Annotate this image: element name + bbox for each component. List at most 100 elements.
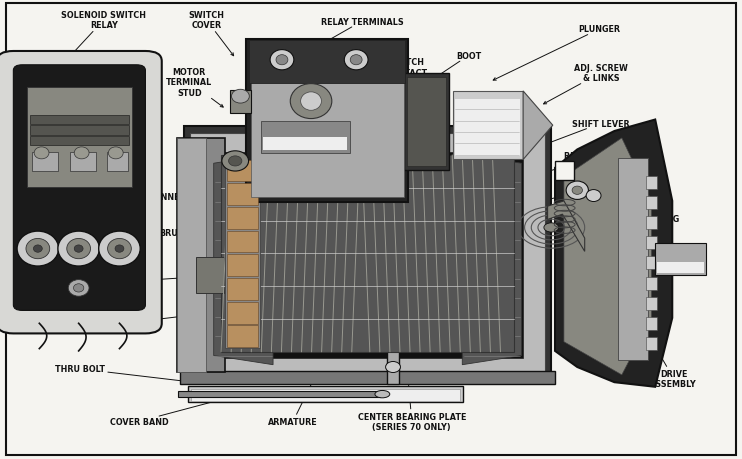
Bar	[177, 139, 206, 372]
Text: SHIFT LEVER: SHIFT LEVER	[544, 119, 630, 146]
Bar	[407, 78, 446, 167]
Text: BATTERY
TERMINAL
STUD: BATTERY TERMINAL STUD	[18, 197, 64, 249]
Bar	[221, 156, 514, 352]
Bar	[246, 40, 408, 203]
Ellipse shape	[350, 56, 362, 66]
Ellipse shape	[301, 93, 321, 111]
Ellipse shape	[108, 239, 131, 259]
Polygon shape	[548, 202, 585, 252]
Bar	[227, 207, 258, 230]
Bar	[230, 91, 251, 113]
Text: CONNECTOR: CONNECTOR	[148, 193, 223, 203]
Ellipse shape	[222, 151, 249, 172]
Text: DRIVE
ASSEMBLY: DRIVE ASSEMBLY	[648, 334, 697, 388]
Bar	[646, 196, 657, 209]
Ellipse shape	[68, 280, 89, 297]
Text: RETURN SPRING: RETURN SPRING	[544, 151, 637, 174]
Ellipse shape	[344, 50, 368, 71]
Text: BUICK
www.HOMETOWNBUICK.com: BUICK www.HOMETOWNBUICK.com	[267, 219, 445, 240]
Ellipse shape	[74, 246, 83, 253]
Text: CENTER BEARING PLATE
(SERIES 70 ONLY): CENTER BEARING PLATE (SERIES 70 ONLY)	[358, 366, 466, 431]
Ellipse shape	[572, 187, 582, 195]
Bar	[191, 389, 459, 401]
Ellipse shape	[34, 147, 49, 160]
Bar	[212, 152, 523, 358]
Text: DRIVE HOUSING: DRIVE HOUSING	[565, 215, 679, 230]
Ellipse shape	[67, 239, 91, 259]
Bar	[227, 302, 258, 324]
Bar	[30, 126, 129, 135]
Bar	[646, 337, 657, 351]
Ellipse shape	[17, 232, 59, 267]
Ellipse shape	[26, 239, 50, 259]
Text: SWITCH
COVER: SWITCH COVER	[188, 11, 234, 56]
Ellipse shape	[386, 362, 401, 373]
Text: FIELD COIL: FIELD COIL	[544, 183, 626, 202]
Text: COMMUTATOR: COMMUTATOR	[42, 314, 197, 334]
Ellipse shape	[99, 232, 140, 267]
Bar	[655, 244, 706, 276]
Ellipse shape	[375, 391, 390, 398]
Ellipse shape	[229, 157, 242, 167]
Bar	[646, 297, 657, 310]
Bar	[70, 152, 96, 172]
Ellipse shape	[586, 190, 601, 202]
Bar	[107, 152, 128, 172]
Text: ADJ. SCREW
& LINKS: ADJ. SCREW & LINKS	[544, 64, 628, 105]
Bar	[30, 136, 129, 146]
Bar	[646, 176, 657, 189]
Text: BOOT: BOOT	[432, 51, 482, 80]
Ellipse shape	[58, 232, 99, 267]
Bar	[263, 138, 347, 151]
FancyBboxPatch shape	[13, 66, 145, 311]
Bar	[225, 159, 260, 348]
Bar	[178, 392, 380, 397]
Bar	[555, 162, 574, 180]
Bar	[227, 160, 258, 182]
Bar	[261, 121, 350, 154]
Ellipse shape	[566, 182, 588, 200]
Bar	[32, 152, 58, 172]
Bar	[249, 41, 405, 84]
Bar	[646, 236, 657, 250]
Bar	[646, 217, 657, 230]
Text: COMMUTATOR
END FRAME: COMMUTATOR END FRAME	[37, 276, 188, 295]
Bar	[30, 116, 129, 125]
Bar	[251, 44, 404, 197]
Text: COVER BAND: COVER BAND	[110, 400, 219, 426]
Bar	[387, 132, 399, 384]
Text: RELAY TERMINALS: RELAY TERMINALS	[312, 17, 404, 51]
Text: ARMATURE: ARMATURE	[269, 357, 325, 426]
FancyBboxPatch shape	[0, 52, 162, 334]
Bar	[657, 263, 704, 274]
Bar	[455, 100, 520, 157]
Text: PLUNGER: PLUNGER	[493, 25, 620, 81]
Text: MOTOR
TERMINAL
STUD: MOTOR TERMINAL STUD	[166, 68, 223, 108]
Polygon shape	[555, 120, 672, 387]
Bar	[190, 134, 545, 374]
Ellipse shape	[115, 246, 124, 253]
Ellipse shape	[33, 246, 42, 253]
Ellipse shape	[232, 90, 249, 104]
Bar	[227, 255, 258, 276]
Ellipse shape	[544, 224, 559, 233]
Bar	[618, 159, 648, 361]
Ellipse shape	[74, 147, 89, 160]
Polygon shape	[462, 155, 522, 365]
Bar	[184, 127, 551, 381]
Bar	[404, 74, 449, 171]
Text: SWITCH
CONTACT: SWITCH CONTACT	[351, 58, 427, 99]
Ellipse shape	[73, 284, 84, 292]
Ellipse shape	[270, 50, 294, 71]
Ellipse shape	[276, 56, 288, 66]
Text: SOLENOID SWITCH
RELAY: SOLENOID SWITCH RELAY	[62, 11, 146, 58]
Bar	[646, 277, 657, 290]
Bar	[227, 184, 258, 206]
Ellipse shape	[108, 147, 123, 160]
Text: BRUSH: BRUSH	[160, 229, 215, 239]
Bar	[180, 371, 555, 384]
Bar	[177, 139, 225, 372]
Bar	[27, 88, 132, 188]
Polygon shape	[564, 139, 651, 375]
Ellipse shape	[290, 84, 332, 119]
